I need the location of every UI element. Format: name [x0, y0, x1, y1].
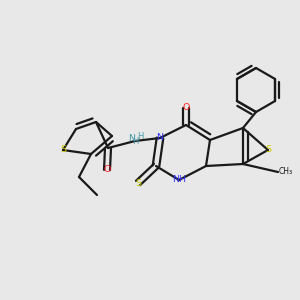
Text: S: S: [265, 146, 271, 154]
Text: O: O: [103, 166, 111, 175]
Text: NH: NH: [172, 176, 186, 184]
Text: S: S: [135, 178, 141, 188]
Text: CH₃: CH₃: [278, 167, 292, 176]
Text: O: O: [182, 103, 190, 112]
Text: N: N: [128, 134, 136, 143]
Text: H: H: [132, 136, 138, 146]
Text: S: S: [60, 146, 66, 154]
Text: N: N: [157, 134, 164, 142]
Text: H: H: [137, 132, 144, 141]
